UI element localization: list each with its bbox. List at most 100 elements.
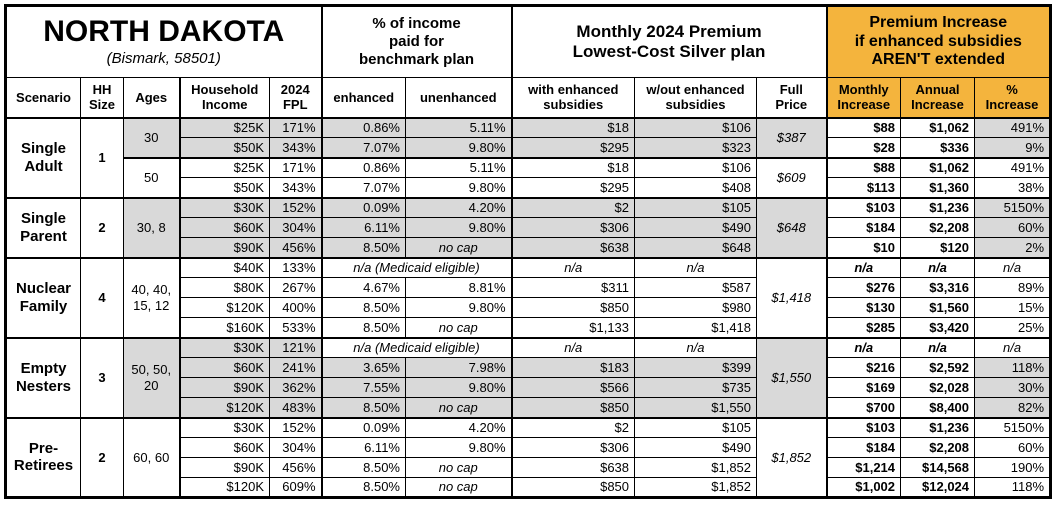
cell-unenhanced: no cap bbox=[404, 317, 513, 339]
cell-annual-increase: $2,592 bbox=[900, 357, 976, 378]
col-header-unenhanced: unenhanced bbox=[404, 77, 513, 119]
cell-scenario: Single Parent bbox=[5, 197, 81, 259]
cell-income: $120K bbox=[178, 477, 270, 499]
header-group-row: NORTH DAKOTA (Bismark, 58501) % of incom… bbox=[5, 5, 1052, 78]
cell-fpl: 483% bbox=[269, 397, 322, 419]
cell-wout-subsidies: $105 bbox=[634, 197, 758, 218]
cell-hh-size: 2 bbox=[80, 417, 124, 499]
cell-monthly-increase: $184 bbox=[825, 437, 902, 458]
cell-ages: 30, 8 bbox=[123, 197, 180, 259]
cell-wout-subsidies: $105 bbox=[634, 417, 758, 438]
cell-annual-increase: $1,360 bbox=[900, 177, 976, 199]
table-row: Nuclear Family 4 40, 40, 15, 12 $40K 133% n/a… bbox=[5, 257, 1052, 339]
cell-with-subsidies: $566 bbox=[510, 377, 636, 398]
table-row: $120K 609% 8.50% no cap $850 $1,852 $1,002 $12,… bbox=[6, 477, 1052, 499]
cell-medicaid-note: n/a (Medicaid eligible) bbox=[320, 337, 513, 358]
cell-unenhanced: 5.11% bbox=[404, 157, 513, 178]
cell-annual-increase: $12,024 bbox=[900, 477, 976, 499]
cell-pct-increase: 491% bbox=[974, 157, 1052, 178]
cell-unenhanced: no cap bbox=[404, 477, 513, 499]
cell-annual-increase: $3,316 bbox=[900, 277, 976, 298]
cell-fpl: 171% bbox=[269, 157, 322, 178]
cell-fpl: 609% bbox=[269, 477, 322, 499]
cell-fpl: 267% bbox=[269, 277, 322, 298]
cell-annual-increase: $336 bbox=[900, 137, 976, 159]
cell-enhanced: 6.11% bbox=[320, 217, 406, 238]
cell-monthly-increase: $285 bbox=[825, 317, 902, 339]
cell-fpl: 121% bbox=[269, 337, 322, 358]
cell-unenhanced: 9.80% bbox=[404, 377, 513, 398]
cell-monthly-increase: $103 bbox=[825, 417, 902, 438]
cell-monthly-increase: n/a bbox=[825, 257, 902, 278]
cell-ages: 50, 50, 20 bbox=[123, 337, 180, 419]
group-header-pct-income: % of income paid for benchmark plan bbox=[320, 5, 513, 78]
cell-enhanced: 7.07% bbox=[320, 177, 406, 199]
cell-income: $50K bbox=[178, 177, 270, 199]
cell-unenhanced: no cap bbox=[404, 237, 513, 259]
cell-wout-subsidies: $735 bbox=[634, 377, 758, 398]
cell-unenhanced: no cap bbox=[404, 397, 513, 419]
cell-pct-increase: n/a bbox=[974, 257, 1052, 278]
cell-pct-increase: 491% bbox=[974, 117, 1052, 138]
cell-pct-increase: 60% bbox=[974, 217, 1052, 238]
cell-income: $30K bbox=[178, 337, 270, 358]
col-header-wout-subsidies: w/out enhanced subsidies bbox=[634, 77, 758, 119]
cell-wout-subsidies: n/a bbox=[634, 257, 758, 278]
cell-monthly-increase: $1,002 bbox=[825, 477, 902, 499]
table-row: Pre- Retirees 2 60, 60 $30K 152% 0.09% 4.20% $2… bbox=[5, 417, 1052, 499]
col-header-monthly-increase: Monthly Increase bbox=[825, 77, 902, 119]
cell-enhanced: 8.50% bbox=[320, 237, 406, 259]
premium-comparison-table: NORTH DAKOTA (Bismark, 58501) % of incom… bbox=[4, 4, 1053, 499]
table-row: $50K 343% 7.07% 9.80% $295 $408 $113 $1,360 38% bbox=[6, 177, 1052, 199]
cell-monthly-increase: $276 bbox=[825, 277, 902, 298]
cell-wout-subsidies: $323 bbox=[634, 137, 758, 159]
table-title-cell: NORTH DAKOTA (Bismark, 58501) bbox=[5, 5, 322, 78]
cell-pct-increase: 89% bbox=[974, 277, 1052, 298]
cell-wout-subsidies: $490 bbox=[634, 217, 758, 238]
cell-fpl: 304% bbox=[269, 437, 322, 458]
cell-pct-increase: 118% bbox=[974, 357, 1052, 378]
cell-with-subsidies: $850 bbox=[510, 397, 636, 419]
cell-annual-increase: n/a bbox=[900, 257, 976, 278]
cell-fpl: 456% bbox=[269, 457, 322, 478]
cell-hh-size: 3 bbox=[80, 337, 124, 419]
cell-pct-increase: n/a bbox=[974, 337, 1052, 358]
cell-enhanced: 0.86% bbox=[320, 117, 406, 138]
table-row: $160K 533% 8.50% no cap $1,133 $1,418 $285 $3,4… bbox=[6, 317, 1052, 339]
col-header-income: Household Income bbox=[178, 77, 270, 119]
cell-hh-size: 4 bbox=[80, 257, 124, 339]
cell-ages: 40, 40, 15, 12 bbox=[123, 257, 180, 339]
cell-pct-increase: 5150% bbox=[974, 417, 1052, 438]
cell-wout-subsidies: $648 bbox=[634, 237, 758, 259]
col-header-enhanced: enhanced bbox=[320, 77, 406, 119]
cell-pct-increase: 190% bbox=[974, 457, 1052, 478]
cell-fpl: 533% bbox=[269, 317, 322, 339]
cell-unenhanced: 9.80% bbox=[404, 437, 513, 458]
col-header-with-subsidies: with enhanced subsidies bbox=[510, 77, 636, 119]
cell-with-subsidies: $2 bbox=[510, 417, 636, 438]
cell-pct-increase: 30% bbox=[974, 377, 1052, 398]
cell-with-subsidies: $638 bbox=[510, 457, 636, 478]
cell-monthly-increase: $28 bbox=[825, 137, 902, 159]
cell-with-subsidies: $850 bbox=[510, 297, 636, 318]
cell-unenhanced: 4.20% bbox=[404, 197, 513, 218]
cell-annual-increase: $1,236 bbox=[900, 417, 976, 438]
cell-enhanced: 8.50% bbox=[320, 477, 406, 499]
table-row: Empty Nesters 3 50, 50, 20 $30K 121% n/a (Med… bbox=[5, 337, 1052, 419]
cell-income: $30K bbox=[178, 197, 270, 218]
cell-unenhanced: 7.98% bbox=[404, 357, 513, 378]
cell-wout-subsidies: $490 bbox=[634, 437, 758, 458]
cell-unenhanced: 4.20% bbox=[404, 417, 513, 438]
cell-wout-subsidies: $587 bbox=[634, 277, 758, 298]
cell-enhanced: 0.09% bbox=[320, 417, 406, 438]
cell-enhanced: 7.07% bbox=[320, 137, 406, 159]
cell-with-subsidies: $2 bbox=[510, 197, 636, 218]
cell-annual-increase: $8,400 bbox=[900, 397, 976, 419]
cell-fpl: 304% bbox=[269, 217, 322, 238]
cell-annual-increase: $1,062 bbox=[900, 157, 976, 178]
cell-pct-increase: 82% bbox=[974, 397, 1052, 419]
col-header-fpl: 2024 FPL bbox=[269, 77, 322, 119]
cell-annual-increase: $2,208 bbox=[900, 437, 976, 458]
cell-monthly-increase: $88 bbox=[825, 117, 902, 138]
cell-pct-increase: 15% bbox=[974, 297, 1052, 318]
